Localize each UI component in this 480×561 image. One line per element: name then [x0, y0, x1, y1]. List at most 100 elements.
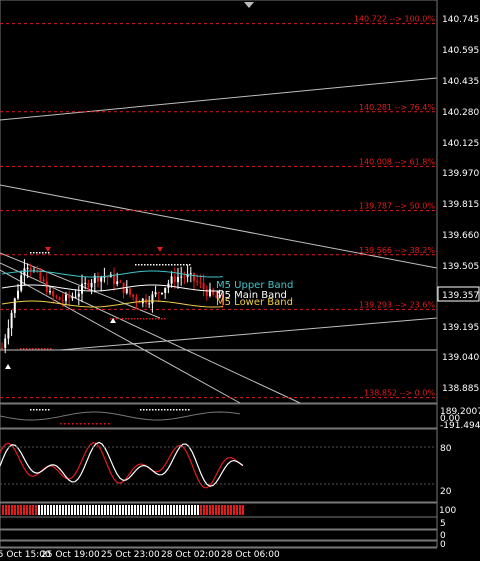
- counter-cell: [146, 505, 148, 515]
- counter-cell: [68, 505, 70, 515]
- counter-cell: [233, 505, 235, 515]
- indicator1-dot: [45, 409, 47, 411]
- candle-body: [173, 276, 176, 283]
- small-panel-a[interactable]: 5: [0, 516, 446, 530]
- counter-cell: [17, 505, 19, 515]
- candle-body: [199, 282, 202, 284]
- counter-cell: [239, 505, 241, 515]
- indicator1-dot: [96, 423, 98, 425]
- counter-cell: [41, 505, 43, 515]
- candle-body: [177, 276, 179, 283]
- indicator1-dot: [76, 423, 78, 425]
- indicator1-dot: [155, 409, 157, 411]
- counter-cell: [179, 505, 181, 515]
- counter-cell: [158, 505, 160, 515]
- candle-body: [4, 338, 7, 349]
- small-panel-b[interactable]: 0: [0, 529, 446, 541]
- stop-dot: [47, 348, 49, 350]
- chart-shift-marker-icon[interactable]: [244, 2, 254, 8]
- counter-cell: [74, 505, 76, 515]
- stop-dot: [177, 264, 179, 266]
- indicator1-dot: [39, 409, 41, 411]
- stop-dot: [180, 264, 182, 266]
- lower-band-line: [1, 300, 223, 308]
- candle-body: [29, 267, 32, 272]
- stop-dot: [30, 252, 32, 254]
- indicator2-tick: 20: [440, 487, 452, 497]
- indicator1-dot: [104, 423, 106, 425]
- counter-cell: [20, 505, 22, 515]
- candle-body: [87, 282, 90, 288]
- candle-body: [151, 294, 154, 304]
- indicator1-dot: [170, 409, 172, 411]
- indicator1-dot: [72, 423, 74, 425]
- stop-dot: [119, 318, 121, 320]
- counter-cell: [182, 505, 184, 515]
- indicator1-dot: [188, 409, 190, 411]
- counter-cell: [23, 505, 25, 515]
- price-tick: 139.815: [442, 200, 479, 210]
- main-band-label: M5 Main Band: [216, 290, 287, 301]
- indicator1-dot: [146, 409, 148, 411]
- candle-body: [17, 290, 19, 299]
- counter-cell: [101, 505, 103, 515]
- candle-body: [215, 294, 218, 299]
- price-tick: 140.595: [442, 46, 479, 56]
- counter-cell: [221, 505, 223, 515]
- stop-dot: [137, 318, 139, 320]
- stop-dot: [161, 318, 163, 320]
- counter-cell: [197, 505, 199, 515]
- candle-body: [180, 276, 183, 278]
- counter-cell: [122, 505, 124, 515]
- counter-cell: [131, 505, 133, 515]
- counter-cell: [113, 505, 115, 515]
- candle-body: [193, 273, 195, 281]
- counter-cell: [56, 505, 58, 515]
- candle-body: [97, 275, 99, 282]
- main-price-panel[interactable]: [0, 0, 438, 404]
- stop-dot: [23, 348, 25, 350]
- fib-label: 139.293 --> 23.6%: [359, 300, 435, 309]
- indicator-panel-2[interactable]: 80 20: [0, 428, 452, 503]
- indicator-panel-1[interactable]: 189.2007 0.00 -191.4944: [0, 403, 480, 431]
- time-tick: 25 Oct 23:00: [101, 550, 160, 560]
- candle-body: [202, 283, 205, 290]
- indicator1-dot: [92, 423, 94, 425]
- trend-line: [0, 269, 241, 404]
- small-panel-b-tick: 0: [440, 531, 446, 541]
- counter-cell: [35, 505, 37, 515]
- counter-bar-panel[interactable]: 100: [0, 502, 456, 518]
- counter-cell: [209, 505, 211, 515]
- counter-cell: [206, 505, 208, 515]
- indicator1-dot: [36, 409, 38, 411]
- stop-dot: [165, 264, 167, 266]
- counter-cell: [95, 505, 97, 515]
- sell-arrow-icon: [157, 247, 163, 252]
- counter-cell: [83, 505, 85, 515]
- candle-body: [106, 276, 109, 278]
- candle-body: [154, 292, 157, 295]
- candle-body: [103, 276, 106, 278]
- candle-body: [100, 276, 103, 282]
- indicator1-dot: [185, 409, 187, 411]
- stop-dot: [39, 252, 41, 254]
- candle-body: [183, 276, 186, 278]
- counter-cell: [194, 505, 196, 515]
- stop-dot: [153, 264, 155, 266]
- indicator1-tick: -191.4944: [440, 421, 480, 431]
- counter-cell: [26, 505, 28, 515]
- counter-cell: [29, 505, 31, 515]
- upper-band-label: M5 Upper Band: [216, 280, 293, 291]
- time-tick: 28 Oct 06:00: [221, 550, 280, 560]
- candle-body: [7, 328, 10, 339]
- counter-cell: [119, 505, 121, 515]
- stop-dot: [116, 318, 118, 320]
- stop-dot: [143, 318, 145, 320]
- candle-body: [65, 294, 67, 301]
- price-tick: 139.660: [442, 231, 479, 241]
- counter-cell: [47, 505, 49, 515]
- small-panel-c[interactable]: 0: [0, 540, 446, 550]
- candle-body: [77, 293, 80, 297]
- counter-cell: [188, 505, 190, 515]
